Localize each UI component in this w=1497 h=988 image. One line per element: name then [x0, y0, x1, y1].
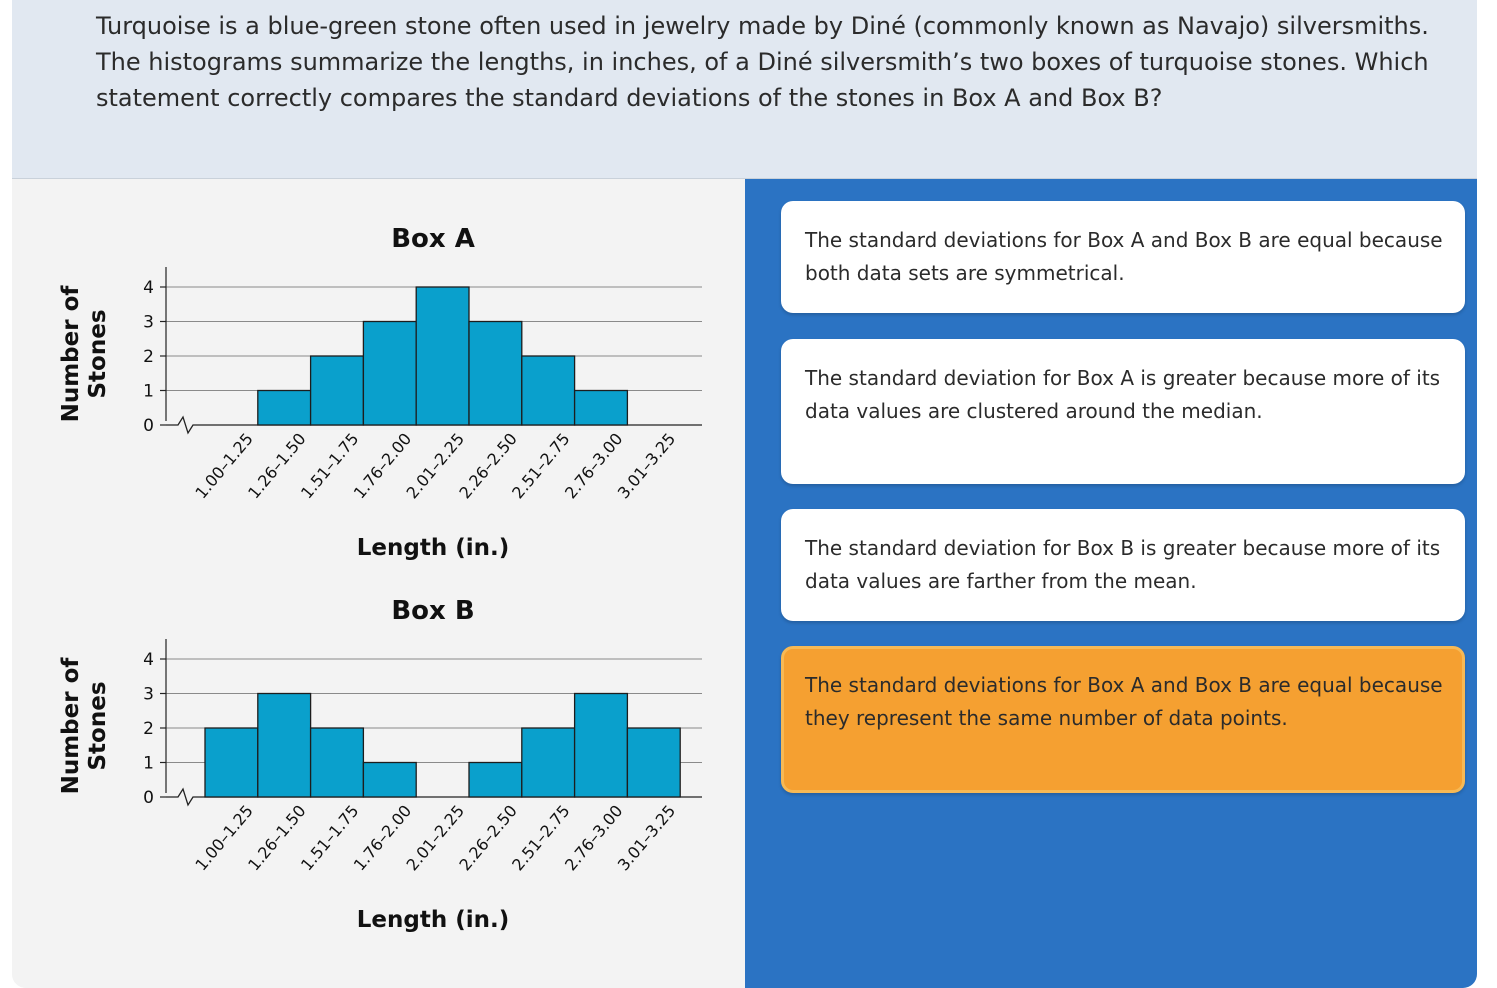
question-text: Turquoise is a blue-green stone often us… — [96, 12, 1429, 112]
chart-title: Box B — [391, 596, 474, 626]
y-tick-label: 1 — [143, 382, 154, 402]
answer-choice-4-text: The standard deviations for Box A and Bo… — [805, 673, 1443, 730]
histogram-bar — [626, 727, 681, 798]
x-axis-label: Length (in.) — [357, 535, 510, 561]
answer-choice-4[interactable]: The standard deviations for Box A and Bo… — [781, 646, 1465, 793]
y-tick-label: 0 — [143, 788, 154, 808]
histogram-bar — [468, 320, 523, 426]
y-axis-label-line-1: Number of — [58, 285, 84, 423]
answer-choice-1[interactable]: The standard deviations for Box A and Bo… — [781, 201, 1465, 313]
histogram-bar — [362, 320, 417, 426]
y-tick-label: 4 — [143, 278, 154, 298]
question-header: Turquoise is a blue-green stone often us… — [12, 0, 1477, 179]
histogram-box-a: Box A012341.00–1.251.26–1.501.51–1.751.7… — [58, 224, 702, 561]
question-frame: Turquoise is a blue-green stone often us… — [12, 0, 1477, 988]
histogram-bar — [521, 727, 576, 798]
y-tick-label: 4 — [143, 650, 154, 670]
y-tick-label: 2 — [143, 719, 154, 739]
histogram-bar — [521, 355, 576, 426]
histogram-bar — [309, 727, 365, 798]
histogram-box-b: Box B012341.00–1.251.26–1.501.51–1.751.7… — [58, 596, 702, 933]
y-axis-label-line-1: Number of — [58, 657, 84, 795]
y-tick-label: 0 — [143, 416, 154, 436]
answer-choice-3-text: The standard deviation for Box B is grea… — [805, 536, 1441, 593]
y-tick-label: 3 — [143, 685, 154, 705]
y-tick-label: 2 — [143, 347, 154, 367]
answer-choice-2[interactable]: The standard deviation for Box A is grea… — [781, 339, 1465, 484]
answer-choice-1-text: The standard deviations for Box A and Bo… — [805, 228, 1443, 285]
histogram-bar — [204, 727, 259, 798]
y-axis-label-line-2: Stones — [85, 681, 111, 770]
histogram-bar — [309, 355, 365, 426]
histogram-bar — [257, 389, 312, 426]
histogram-bar — [257, 692, 312, 798]
x-axis-label: Length (in.) — [357, 907, 510, 933]
y-tick-label: 3 — [143, 313, 154, 333]
histogram-bar — [362, 761, 417, 798]
chart-title: Box A — [391, 224, 475, 254]
histogram-bar — [468, 761, 523, 798]
histogram-bar — [415, 286, 470, 426]
answer-choice-2-text: The standard deviation for Box A is grea… — [805, 366, 1441, 423]
histogram-bar — [573, 692, 629, 798]
charts-panel — [12, 179, 745, 988]
histogram-bar — [573, 389, 629, 426]
answer-choice-3[interactable]: The standard deviation for Box B is grea… — [781, 509, 1465, 621]
y-axis-label-line-2: Stones — [85, 309, 111, 398]
histograms-figure: Box A012341.00–1.251.26–1.501.51–1.751.7… — [58, 224, 702, 933]
y-tick-label: 1 — [143, 754, 154, 774]
answer-choices-panel: The standard deviations for Box A and Bo… — [745, 179, 1477, 988]
